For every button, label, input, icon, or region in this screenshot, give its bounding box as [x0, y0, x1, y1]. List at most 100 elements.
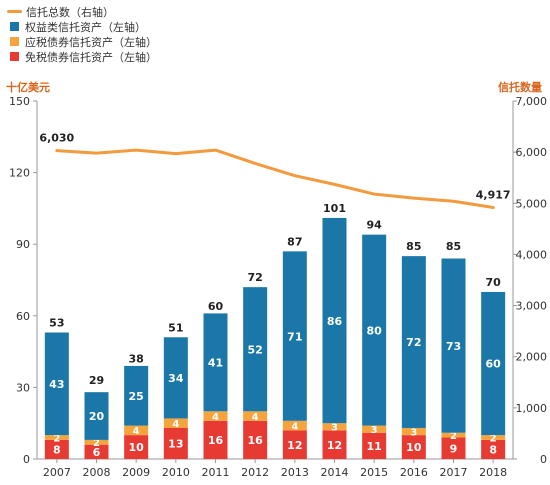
bar-taxable-label: 3 [331, 423, 338, 434]
bar-taxable-label: 4 [172, 419, 179, 430]
bar-equity-label: 60 [486, 358, 502, 371]
bar-equity [44, 332, 69, 436]
bar-total-label: 38 [129, 352, 144, 365]
bar-equity-label: 80 [367, 324, 383, 337]
x-tick-label: 2010 [162, 466, 190, 479]
bar-equity [203, 313, 228, 412]
x-tick-label: 2016 [400, 466, 428, 479]
right-tick-label: 5,000 [516, 197, 548, 210]
bar-taxable-label: 3 [410, 427, 417, 438]
bar-taxable [44, 435, 69, 440]
bar-taxexempt [203, 420, 228, 459]
bar-taxexempt-label: 12 [327, 439, 342, 452]
bar-taxexempt [84, 444, 109, 459]
bar-equity [84, 392, 109, 440]
bar-taxable [362, 425, 387, 433]
bar-taxexempt-label: 13 [168, 438, 183, 451]
bar-total-label: 72 [248, 271, 263, 284]
trust-count-line [55, 148, 495, 210]
bar-taxable [163, 418, 188, 428]
bar-equity-label: 43 [49, 378, 64, 391]
bar-equity-label: 73 [446, 340, 461, 353]
bar-taxable [322, 423, 347, 431]
x-tick-label: 2011 [202, 466, 230, 479]
bar-equity [481, 291, 506, 436]
bar-total-label: 29 [89, 374, 104, 387]
legend: 信托总数（右轴） 权益类信托资产（左轴） 应税债券信托资产（左轴） 免税债券信托… [6, 4, 157, 64]
bar-equity-label: 20 [89, 410, 105, 423]
legend-item-equity: 权益类信托资产（左轴） [6, 19, 157, 34]
bar-taxexempt-label: 11 [367, 440, 382, 453]
bar-total-label: 51 [168, 321, 183, 334]
bar-equity-label: 34 [168, 372, 184, 385]
bar-total-label: 87 [287, 235, 302, 248]
bar-equity [401, 256, 426, 428]
bar-equity-label: 72 [406, 336, 421, 349]
bar-equity [441, 258, 466, 433]
bar-taxable [203, 411, 228, 421]
bar-total-label: 94 [367, 219, 383, 232]
bar-taxexempt [163, 427, 188, 459]
right-tick-label: 6,000 [516, 146, 548, 159]
line-swatch [7, 10, 22, 13]
legend-item-taxexempt: 免税债券信托资产（左轴） [6, 49, 157, 64]
legend-label-taxable: 应税债券信托资产（左轴） [25, 35, 157, 49]
bar-taxexempt-label: 8 [489, 444, 497, 457]
legend-label-line: 信托总数（右轴） [26, 5, 114, 19]
bar-taxexempt-label: 8 [53, 444, 61, 457]
x-tick-label: 2015 [360, 466, 388, 479]
bar-taxable-label: 2 [93, 438, 100, 449]
bar-equity [362, 234, 387, 426]
legend-label-taxexempt: 免税债券信托资产（左轴） [25, 50, 157, 64]
bar-taxexempt-label: 12 [287, 439, 302, 452]
legend-item-taxable: 应税债券信托资产（左轴） [6, 34, 157, 49]
bar-equity-label: 71 [287, 330, 302, 343]
bar-total-label: 60 [208, 300, 224, 313]
bar-taxable-label: 3 [371, 425, 378, 436]
bar-total-label: 85 [446, 240, 461, 253]
right-tick-label: 1,000 [516, 402, 548, 415]
bar-taxable [481, 435, 506, 440]
right-tick-label: 7,000 [516, 95, 548, 108]
bar-equity [322, 217, 347, 424]
bar-taxable-label: 2 [53, 433, 60, 444]
bar-taxexempt [44, 439, 69, 459]
left-tick-label: 90 [16, 238, 30, 251]
left-tick-label: 150 [9, 95, 30, 108]
bar-equity [163, 337, 188, 419]
bar-taxexempt [282, 430, 307, 459]
bar-taxexempt [124, 435, 149, 459]
right-tick-label: 4,000 [516, 248, 548, 261]
right-tick-label: 0 [540, 453, 547, 466]
bar-total-label: 101 [323, 202, 346, 215]
left-tick-label: 60 [16, 310, 30, 323]
taxexempt-swatch [10, 52, 19, 61]
bar-equity [243, 287, 268, 412]
x-tick-label: 2013 [281, 466, 309, 479]
bar-taxexempt-label: 10 [406, 441, 422, 454]
bar-taxexempt-label: 6 [93, 446, 101, 459]
bar-taxexempt [362, 432, 387, 459]
bar-taxexempt-label: 16 [208, 434, 224, 447]
bar-taxexempt-label: 10 [129, 441, 145, 454]
bar-taxexempt [243, 420, 268, 459]
x-tick-label: 2014 [321, 466, 349, 479]
bar-taxexempt-label: 16 [248, 434, 264, 447]
bar-taxable-label: 2 [490, 433, 497, 444]
trust-count-label: 4,917 [476, 189, 511, 202]
x-tick-label: 2008 [83, 466, 111, 479]
trust-count-label: 6,030 [39, 132, 74, 145]
bar-taxexempt [401, 435, 426, 459]
bar-taxable-label: 4 [291, 421, 298, 432]
bar-taxable-label: 4 [133, 426, 140, 437]
bar-taxexempt [441, 437, 466, 459]
bar-equity [282, 251, 307, 421]
bar-taxable [84, 439, 109, 445]
bar-taxable [401, 427, 426, 436]
taxable-swatch [10, 37, 19, 46]
bar-equity-label: 25 [129, 390, 144, 403]
right-tick-label: 3,000 [516, 300, 548, 313]
bar-equity-label: 86 [327, 315, 343, 328]
bar-equity-label: 41 [208, 357, 223, 370]
